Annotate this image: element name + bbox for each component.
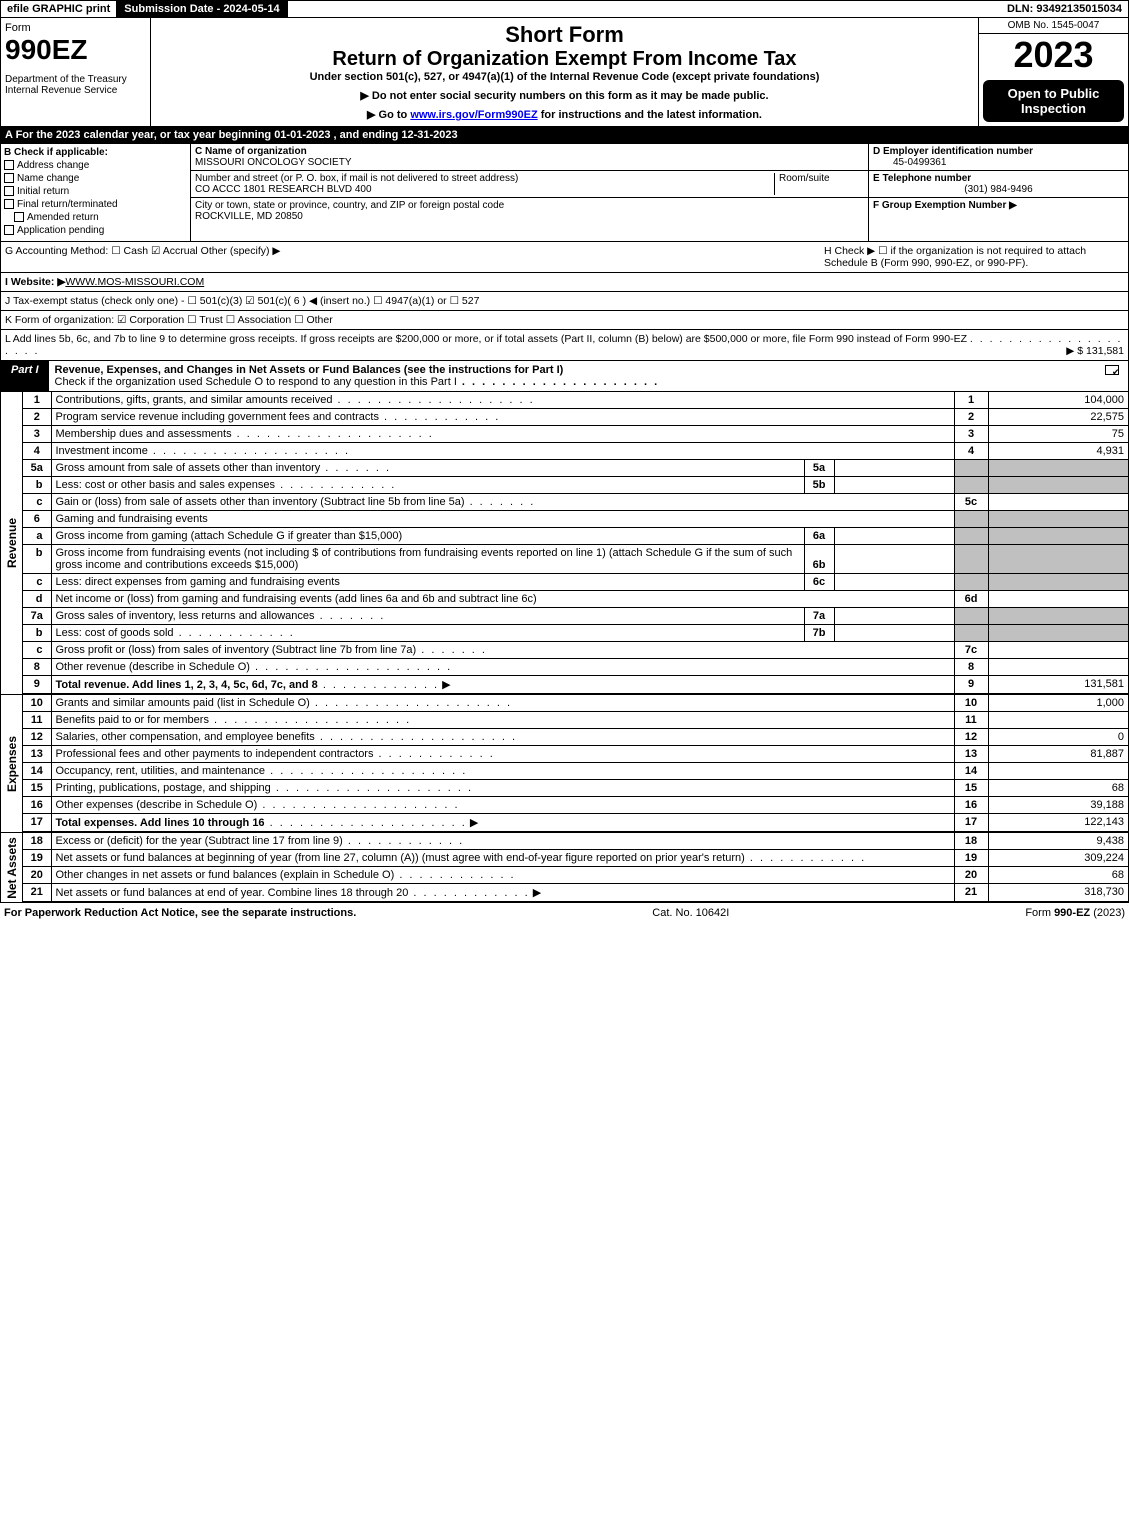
section-b: B Check if applicable: Address change Na…	[1, 144, 191, 241]
part1-tag: Part I	[1, 361, 49, 391]
footer-cat: Cat. No. 10642I	[652, 907, 729, 919]
revenue-rot: Revenue	[1, 392, 23, 694]
street-row: Number and street (or P. O. box, if mail…	[191, 171, 868, 198]
line-g: G Accounting Method: ☐ Cash ☑ Accrual Ot…	[5, 245, 824, 269]
efile-label[interactable]: efile GRAPHIC print	[1, 1, 116, 17]
org-name: MISSOURI ONCOLOGY SOCIETY	[195, 157, 352, 168]
opt-amended[interactable]: Amended return	[14, 212, 187, 223]
irs-link[interactable]: www.irs.gov/Form990EZ	[410, 109, 537, 121]
form-header: Form 990EZ Department of the Treasury In…	[0, 18, 1129, 127]
opt-name[interactable]: Name change	[4, 173, 187, 184]
top-bar: efile GRAPHIC print Submission Date - 20…	[0, 0, 1129, 18]
city: ROCKVILLE, MD 20850	[195, 211, 303, 222]
expenses-table: 10Grants and similar amounts paid (list …	[23, 695, 1128, 832]
ein-row: D Employer identification number45-04993…	[869, 144, 1128, 171]
telephone: (301) 984-9496	[873, 184, 1124, 195]
expenses-rot: Expenses	[1, 695, 23, 832]
form-title-block: Short Form Return of Organization Exempt…	[151, 18, 978, 126]
opt-initial[interactable]: Initial return	[4, 186, 187, 197]
tax-year: 2023	[979, 34, 1128, 76]
instr-2: ▶ Go to www.irs.gov/Form990EZ for instru…	[155, 108, 974, 121]
page-footer: For Paperwork Reduction Act Notice, see …	[0, 903, 1129, 923]
section-b-hdr: B Check if applicable:	[4, 147, 187, 158]
section-d: D Employer identification number45-04993…	[868, 144, 1128, 241]
dln: DLN: 93492135015034	[1001, 1, 1128, 17]
section-c: C Name of organizationMISSOURI ONCOLOGY …	[191, 144, 868, 241]
expenses-section: Expenses 10Grants and similar amounts pa…	[0, 695, 1129, 833]
opt-address[interactable]: Address change	[4, 160, 187, 171]
revenue-section: Revenue 1Contributions, gifts, grants, a…	[0, 392, 1129, 695]
instr-1: ▶ Do not enter social security numbers o…	[155, 89, 974, 102]
form-word: Form	[5, 22, 146, 34]
line-l-value: ▶ $ 131,581	[1066, 345, 1124, 357]
ein: 45-0499361	[873, 157, 946, 168]
opt-pending[interactable]: Application pending	[4, 225, 187, 236]
line-l: L Add lines 5b, 6c, and 7b to line 9 to …	[0, 330, 1129, 361]
line-i: I Website: ▶WWW.MOS-MISSOURI.COM	[0, 273, 1129, 292]
room-suite: Room/suite	[774, 173, 864, 195]
footer-left: For Paperwork Reduction Act Notice, see …	[4, 907, 356, 919]
department: Department of the Treasury Internal Reve…	[5, 74, 146, 96]
open-to-public: Open to Public Inspection	[983, 80, 1124, 122]
form-number: 990EZ	[5, 34, 146, 66]
line-g-h: G Accounting Method: ☐ Cash ☑ Accrual Ot…	[0, 242, 1129, 273]
line-k: K Form of organization: ☑ Corporation ☐ …	[0, 311, 1129, 330]
part1-check[interactable]	[1099, 361, 1128, 391]
opt-final[interactable]: Final return/terminated	[4, 199, 187, 210]
website[interactable]: WWW.MOS-MISSOURI.COM	[65, 276, 204, 288]
info-block: B Check if applicable: Address change Na…	[0, 144, 1129, 242]
netassets-rot: Net Assets	[1, 833, 23, 902]
line-j: J Tax-exempt status (check only one) - ☐…	[0, 292, 1129, 311]
part1-header: Part I Revenue, Expenses, and Changes in…	[0, 361, 1129, 392]
form-right-block: OMB No. 1545-0047 2023 Open to Public In…	[978, 18, 1128, 126]
tel-row: E Telephone number(301) 984-9496	[869, 171, 1128, 198]
form-subtitle: Under section 501(c), 527, or 4947(a)(1)…	[155, 71, 974, 83]
omb-number: OMB No. 1545-0047	[979, 18, 1128, 34]
part1-title: Revenue, Expenses, and Changes in Net As…	[49, 361, 1099, 391]
line-a: A For the 2023 calendar year, or tax yea…	[0, 127, 1129, 144]
short-form: Short Form	[155, 22, 974, 48]
form-id-block: Form 990EZ Department of the Treasury In…	[1, 18, 151, 126]
submission-date: Submission Date - 2024-05-14	[116, 1, 287, 17]
netassets-table: 18Excess or (deficit) for the year (Subt…	[23, 833, 1128, 902]
street: CO ACCC 1801 RESEARCH BLVD 400	[195, 184, 372, 195]
footer-form: Form 990-EZ (2023)	[1025, 907, 1125, 919]
city-row: City or town, state or province, country…	[191, 198, 868, 224]
line-h: H Check ▶ ☐ if the organization is not r…	[824, 245, 1124, 269]
grp-row: F Group Exemption Number ▶	[869, 198, 1128, 213]
netassets-section: Net Assets 18Excess or (deficit) for the…	[0, 833, 1129, 903]
org-name-row: C Name of organizationMISSOURI ONCOLOGY …	[191, 144, 868, 171]
revenue-table: 1Contributions, gifts, grants, and simil…	[23, 392, 1128, 694]
form-title: Return of Organization Exempt From Incom…	[155, 48, 974, 71]
